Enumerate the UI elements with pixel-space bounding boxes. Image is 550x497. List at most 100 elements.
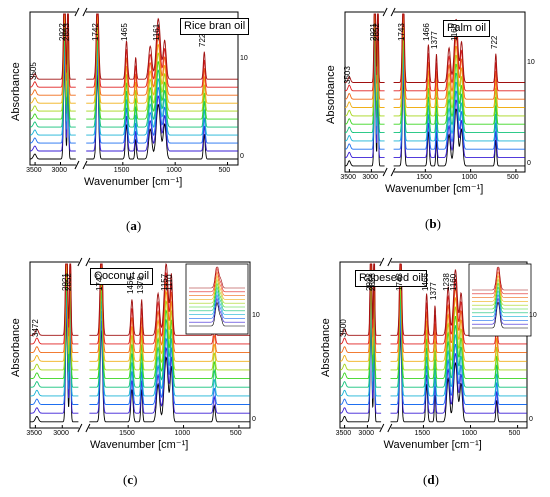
x-tick-label: 3500: [26, 167, 42, 174]
right-axis-label-bottom: 0: [529, 416, 533, 423]
plot-frame: [29, 11, 239, 166]
spectrum-line-10: [30, 262, 250, 336]
inset-line-9: [472, 267, 528, 295]
plot-frame: [344, 11, 526, 173]
x-tick-label: 3500: [340, 174, 356, 181]
y-axis-label: Absorbance: [325, 65, 337, 124]
x-tick-label: 500: [506, 174, 519, 181]
x-tick-label: 3000: [362, 174, 378, 181]
inset-line-0: [189, 301, 245, 327]
chart-svg: [339, 257, 532, 433]
panel-sublabel: (c): [123, 472, 138, 487]
chart-panel-a: 3500 3000 1500 1000 500 10 0 Absorbance Wavenumb…: [0, 0, 275, 248]
peak-label: 722: [489, 35, 499, 49]
right-axis-label-bottom: 0: [240, 153, 244, 160]
peak-label: 1465: [120, 23, 130, 41]
chart-svg: [29, 257, 251, 433]
right-axis-label-top: 10: [529, 311, 537, 319]
right-axis-label-bottom: 0: [252, 416, 256, 423]
x-axis-label: Wavenumber [cm⁻¹]: [385, 183, 484, 195]
panel-sublabel: (b): [425, 216, 441, 231]
inset-line-4: [472, 286, 528, 314]
plot-frame: [29, 261, 251, 429]
inset-line-3: [472, 290, 528, 317]
inset-line-7: [189, 274, 245, 300]
right-axis-label-top: 10: [527, 58, 535, 66]
break-mark-top: [379, 257, 393, 267]
peak-label: 1160: [450, 23, 460, 41]
break-mark-bottom: [379, 423, 393, 433]
x-tick-label: 1500: [414, 430, 431, 437]
inset-line-1: [472, 298, 528, 325]
peak-label: 3472: [30, 318, 40, 337]
inset-line-2: [189, 293, 245, 319]
x-tick-label: 3500: [26, 430, 42, 437]
x-tick-label: 1500: [119, 430, 135, 437]
peak-label: 2852: [64, 273, 74, 291]
panel-title: Coconut oil: [90, 268, 154, 285]
x-axis-label: Wavenumber [cm⁻¹]: [84, 176, 183, 188]
break-mark-bottom: [77, 423, 91, 433]
peak-label: 722: [198, 33, 208, 47]
peak-label: 3503: [343, 66, 353, 84]
x-tick-label: 1500: [113, 167, 130, 174]
spectrum-line-10: [30, 13, 238, 80]
inset-line-2: [472, 294, 528, 321]
break-mark-top: [382, 7, 396, 17]
inset-line-3: [189, 290, 245, 315]
peak-label: 1742: [91, 23, 101, 41]
panel-sublabel: (d): [423, 472, 439, 487]
break-mark-bottom: [382, 167, 396, 177]
x-tick-label: 500: [229, 430, 242, 437]
peak-label: 1743: [394, 273, 404, 291]
x-tick-label: 500: [218, 167, 231, 174]
x-tick-label: 1000: [461, 174, 478, 181]
x-axis-label: Wavenumber [cm⁻¹]: [383, 439, 482, 451]
peak-label: 1466: [125, 276, 135, 295]
inset-line-8: [472, 271, 528, 298]
panel-title: Rice bran oil: [180, 18, 250, 35]
peak-label: 3505: [28, 62, 38, 81]
x-tick-label: 3500: [335, 430, 352, 437]
inset-line-4: [189, 286, 245, 312]
panel-letter: c: [127, 472, 134, 487]
y-axis-label: Absorbance: [320, 318, 332, 377]
x-tick-label: 1000: [174, 430, 191, 437]
x-tick-label: 1000: [166, 167, 182, 174]
inset-line-6: [472, 279, 528, 306]
inset-line-10: [472, 266, 528, 291]
peak-label: 1160: [449, 273, 459, 291]
break-mark-bottom: [74, 160, 88, 170]
x-tick-label: 1500: [416, 174, 432, 181]
peak-label: 3500: [338, 318, 348, 337]
inset-line-5: [189, 282, 245, 308]
peak-label: 1161: [152, 23, 162, 41]
chart-svg: [344, 7, 526, 177]
right-axis-label-top: 10: [252, 311, 260, 319]
x-axis-label: Wavenumber [cm⁻¹]: [90, 439, 189, 451]
x-tick-label: 3000: [51, 167, 68, 174]
y-axis-label: Absorbance: [10, 318, 22, 377]
break-mark-top: [74, 7, 88, 17]
peak-label: 1377: [430, 30, 440, 49]
inset-line-5: [472, 282, 528, 310]
panel-title: Palm oil: [443, 20, 491, 37]
spectrum-line-10: [345, 13, 525, 83]
plot-frame: [339, 261, 528, 429]
inset-line-0: [472, 301, 528, 329]
peak-label: 2853: [61, 23, 71, 41]
peak-label: 2852: [371, 23, 381, 41]
inset-line-7: [472, 275, 528, 302]
x-tick-label: 500: [508, 430, 521, 437]
inset-line-6: [189, 278, 245, 304]
panel-letter: b: [429, 216, 437, 231]
panel-letter: a: [130, 218, 137, 233]
inset-line-8: [189, 271, 245, 296]
x-tick-label: 3000: [358, 430, 374, 437]
chart-panel-b: 3500 3000 1500 1000 500 10 0 Absorbance Wavenumb…: [275, 0, 550, 248]
peak-label: 1742: [95, 273, 105, 291]
peak-label: 1743: [397, 23, 407, 41]
peak-label: 1110: [165, 274, 175, 291]
inset-line-1: [189, 297, 245, 323]
inset-line-10: [189, 266, 245, 289]
